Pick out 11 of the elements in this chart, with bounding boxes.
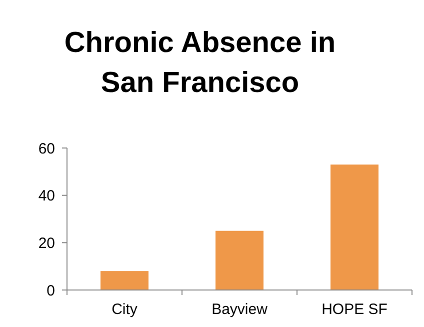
x-tick-label: HOPE SF <box>322 301 388 318</box>
bar <box>330 164 378 290</box>
x-tick-label: Bayview <box>212 301 268 318</box>
y-tick-label: 40 <box>38 188 55 205</box>
y-tick-label: 60 <box>38 140 55 158</box>
y-tick-label: 0 <box>46 282 55 300</box>
bar <box>100 271 148 290</box>
chart-title: Chronic Absence in San Francisco <box>64 27 336 99</box>
y-tick-label: 20 <box>38 234 55 252</box>
x-tick-label: City <box>112 301 138 318</box>
bar <box>216 230 264 290</box>
